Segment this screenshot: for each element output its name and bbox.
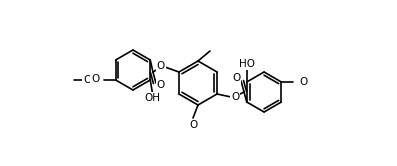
Text: O: O [91,74,100,84]
Text: O: O [83,75,92,85]
Text: OH: OH [144,93,160,103]
Text: O: O [232,73,240,83]
Text: O: O [189,120,197,130]
Text: O: O [299,77,308,87]
Text: HO: HO [239,59,255,69]
Text: O: O [231,92,239,102]
Text: O: O [157,80,165,90]
Text: O: O [157,61,165,71]
